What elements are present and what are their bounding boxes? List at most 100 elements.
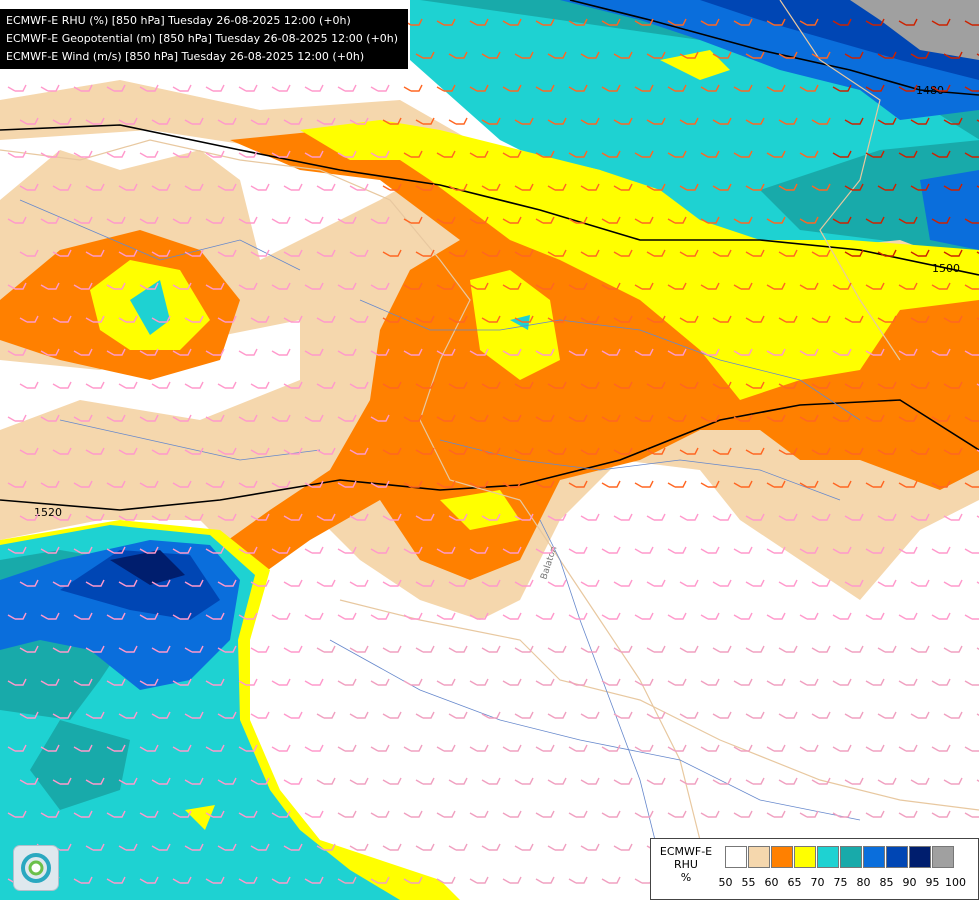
wind-barb bbox=[877, 447, 897, 455]
wind-barb bbox=[634, 612, 654, 620]
wind-barb bbox=[943, 51, 963, 59]
wind-barb bbox=[568, 612, 588, 620]
wind-barb bbox=[139, 84, 159, 92]
wind-barb bbox=[613, 249, 633, 257]
wind-barb bbox=[799, 546, 819, 554]
wind-barb bbox=[118, 249, 138, 257]
wind-barb bbox=[514, 513, 534, 521]
legend-swatch bbox=[771, 846, 793, 868]
wind-barb bbox=[568, 810, 588, 818]
wind-barb bbox=[667, 84, 687, 92]
wind-barb bbox=[19, 381, 39, 389]
legend-model: ECMWF-E bbox=[659, 845, 713, 858]
wind-barb bbox=[403, 612, 423, 620]
wind-barb bbox=[514, 249, 534, 257]
wind-barb bbox=[700, 348, 720, 356]
wind-barb bbox=[304, 744, 324, 752]
wind-barb bbox=[205, 876, 225, 884]
wind-barb bbox=[931, 282, 951, 290]
wind-barb bbox=[151, 381, 171, 389]
wind-barb bbox=[568, 18, 588, 26]
wind-barb bbox=[283, 117, 303, 125]
wind-barb bbox=[646, 513, 666, 521]
wind-barb bbox=[601, 612, 621, 620]
wind-barb bbox=[679, 513, 699, 521]
wind-barb bbox=[40, 150, 60, 158]
wind-barb bbox=[40, 216, 60, 224]
wind-barb bbox=[844, 249, 864, 257]
wind-barb bbox=[304, 876, 324, 884]
wind-barb bbox=[613, 777, 633, 785]
wind-barb bbox=[679, 777, 699, 785]
wind-barb bbox=[811, 645, 831, 653]
wind-barb bbox=[172, 876, 192, 884]
wind-barb bbox=[580, 117, 600, 125]
wind-barb bbox=[778, 711, 798, 719]
wind-barb bbox=[931, 414, 951, 422]
wind-barb bbox=[733, 84, 753, 92]
wind-barb bbox=[304, 348, 324, 356]
title-geopotential: ECMWF-E Geopotential (m) [850 hPa] Tuesd… bbox=[6, 32, 399, 45]
wind-barb bbox=[238, 612, 258, 620]
legend-unit: % bbox=[680, 871, 692, 884]
wind-barb bbox=[547, 513, 567, 521]
wind-barb bbox=[271, 744, 291, 752]
wind-barb bbox=[271, 480, 291, 488]
wind-barb bbox=[667, 480, 687, 488]
wind-barb bbox=[52, 711, 72, 719]
wind-barb bbox=[349, 777, 369, 785]
wind-barb bbox=[535, 216, 555, 224]
wind-barb bbox=[535, 480, 555, 488]
wind-barb bbox=[205, 150, 225, 158]
wind-barb bbox=[118, 447, 138, 455]
wind-barb bbox=[73, 480, 93, 488]
wind-barb bbox=[811, 711, 831, 719]
wind-barb bbox=[481, 447, 501, 455]
wind-barb bbox=[976, 779, 979, 782]
wind-barb bbox=[151, 645, 171, 653]
wind-barb bbox=[205, 414, 225, 422]
wind-barb bbox=[580, 183, 600, 191]
wind-barb bbox=[502, 612, 522, 620]
wind-barb bbox=[403, 810, 423, 818]
wind-barb bbox=[931, 216, 951, 224]
wind-barb bbox=[976, 53, 979, 56]
wind-barb bbox=[448, 447, 468, 455]
wind-barb bbox=[382, 117, 402, 125]
wind-barb bbox=[667, 546, 687, 554]
wind-barb bbox=[832, 282, 852, 290]
wind-barb bbox=[106, 480, 126, 488]
wind-barb bbox=[580, 711, 600, 719]
wind-barb bbox=[238, 216, 258, 224]
legend-variable: RHU bbox=[674, 858, 698, 871]
wind-barb bbox=[898, 480, 918, 488]
wind-barb bbox=[580, 645, 600, 653]
wind-barb bbox=[535, 678, 555, 686]
wind-barb bbox=[667, 150, 687, 158]
wind-barb bbox=[304, 282, 324, 290]
wind-barb bbox=[910, 249, 930, 257]
wind-barb bbox=[238, 744, 258, 752]
wind-barb bbox=[415, 315, 435, 323]
wind-barb bbox=[502, 216, 522, 224]
wind-barb bbox=[832, 414, 852, 422]
wind-barb bbox=[799, 18, 819, 26]
wind-barb bbox=[931, 150, 951, 158]
wind-barb bbox=[733, 480, 753, 488]
wind-barb bbox=[733, 810, 753, 818]
wind-barb bbox=[52, 579, 72, 587]
wind-barb bbox=[811, 249, 831, 257]
wind-barb bbox=[436, 480, 456, 488]
wind-barb bbox=[844, 645, 864, 653]
wind-barb bbox=[481, 51, 501, 59]
wind-barb bbox=[370, 348, 390, 356]
wind-barb bbox=[547, 183, 567, 191]
wind-barb bbox=[403, 216, 423, 224]
wind-barb bbox=[535, 612, 555, 620]
wind-barb bbox=[679, 711, 699, 719]
wind-barb bbox=[580, 513, 600, 521]
wind-barb bbox=[184, 117, 204, 125]
wind-barb bbox=[7, 612, 27, 620]
wind-barb bbox=[613, 447, 633, 455]
wind-barb bbox=[733, 282, 753, 290]
